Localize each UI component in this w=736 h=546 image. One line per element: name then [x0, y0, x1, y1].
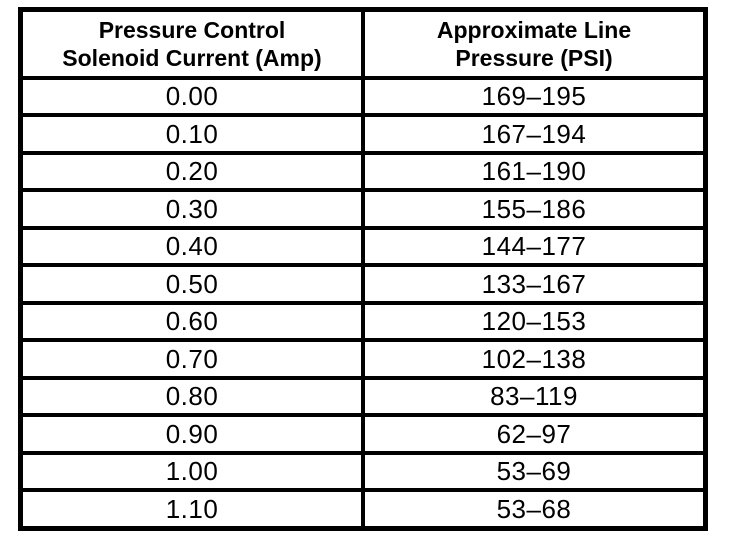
table-row: 1.10 53–68 [18, 488, 708, 531]
pressure-cell: 169–195 [361, 75, 708, 118]
pressure-table-header: Pressure Control Solenoid Current (Amp) … [18, 7, 708, 80]
pressure-cell: 53–68 [361, 488, 708, 531]
header-pressure-line2: Pressure (PSI) [455, 45, 613, 71]
table-row: 0.90 62–97 [18, 413, 708, 455]
header-row: Pressure Control Solenoid Current (Amp) … [18, 7, 708, 80]
table-row: 0.30 155–186 [18, 188, 708, 230]
current-cell: 0.00 [18, 75, 365, 118]
current-cell: 0.20 [18, 150, 365, 193]
pressure-cell: 144–177 [361, 225, 708, 268]
table-row: 0.80 83–119 [18, 375, 708, 418]
current-cell: 1.00 [18, 450, 365, 493]
table-row: 0.60 120–153 [18, 300, 708, 343]
header-current-line1: Pressure Control [98, 17, 286, 43]
current-cell: 0.60 [18, 300, 365, 343]
pressure-cell: 167–194 [361, 113, 708, 155]
pressure-cell: 120–153 [361, 300, 708, 343]
table-row: 0.50 133–167 [18, 263, 708, 305]
header-current-line2: Solenoid Current (Amp) [62, 45, 322, 71]
current-cell: 0.80 [18, 375, 365, 418]
table-row: 0.20 161–190 [18, 150, 708, 193]
current-cell: 0.40 [18, 225, 365, 268]
current-cell: 0.30 [18, 188, 365, 230]
header-current-column: Pressure Control Solenoid Current (Amp) [18, 7, 365, 80]
table-row: 0.00 169–195 [18, 75, 708, 118]
pressure-cell: 62–97 [361, 413, 708, 455]
pressure-cell: 102–138 [361, 338, 708, 380]
table-row: 0.10 167–194 [18, 113, 708, 155]
current-cell: 0.10 [18, 113, 365, 155]
table-row: 0.70 102–138 [18, 338, 708, 380]
pressure-cell: 83–119 [361, 375, 708, 418]
pressure-cell: 161–190 [361, 150, 708, 193]
pressure-cell: 53–69 [361, 450, 708, 493]
pressure-table: Pressure Control Solenoid Current (Amp) … [18, 7, 708, 531]
current-cell: 1.10 [18, 488, 365, 531]
header-pressure-line1: Approximate Line [436, 17, 632, 43]
pressure-cell: 133–167 [361, 263, 708, 305]
pressure-cell: 155–186 [361, 188, 708, 230]
current-cell: 0.70 [18, 338, 365, 380]
header-pressure-column: Approximate Line Pressure (PSI) [361, 7, 708, 80]
table-row: 1.00 53–69 [18, 450, 708, 493]
current-cell: 0.50 [18, 263, 365, 305]
current-cell: 0.90 [18, 413, 365, 455]
table-row: 0.40 144–177 [18, 225, 708, 268]
pressure-table-body: 0.00 169–195 0.10 167–194 0.20 161–190 0… [18, 75, 708, 531]
